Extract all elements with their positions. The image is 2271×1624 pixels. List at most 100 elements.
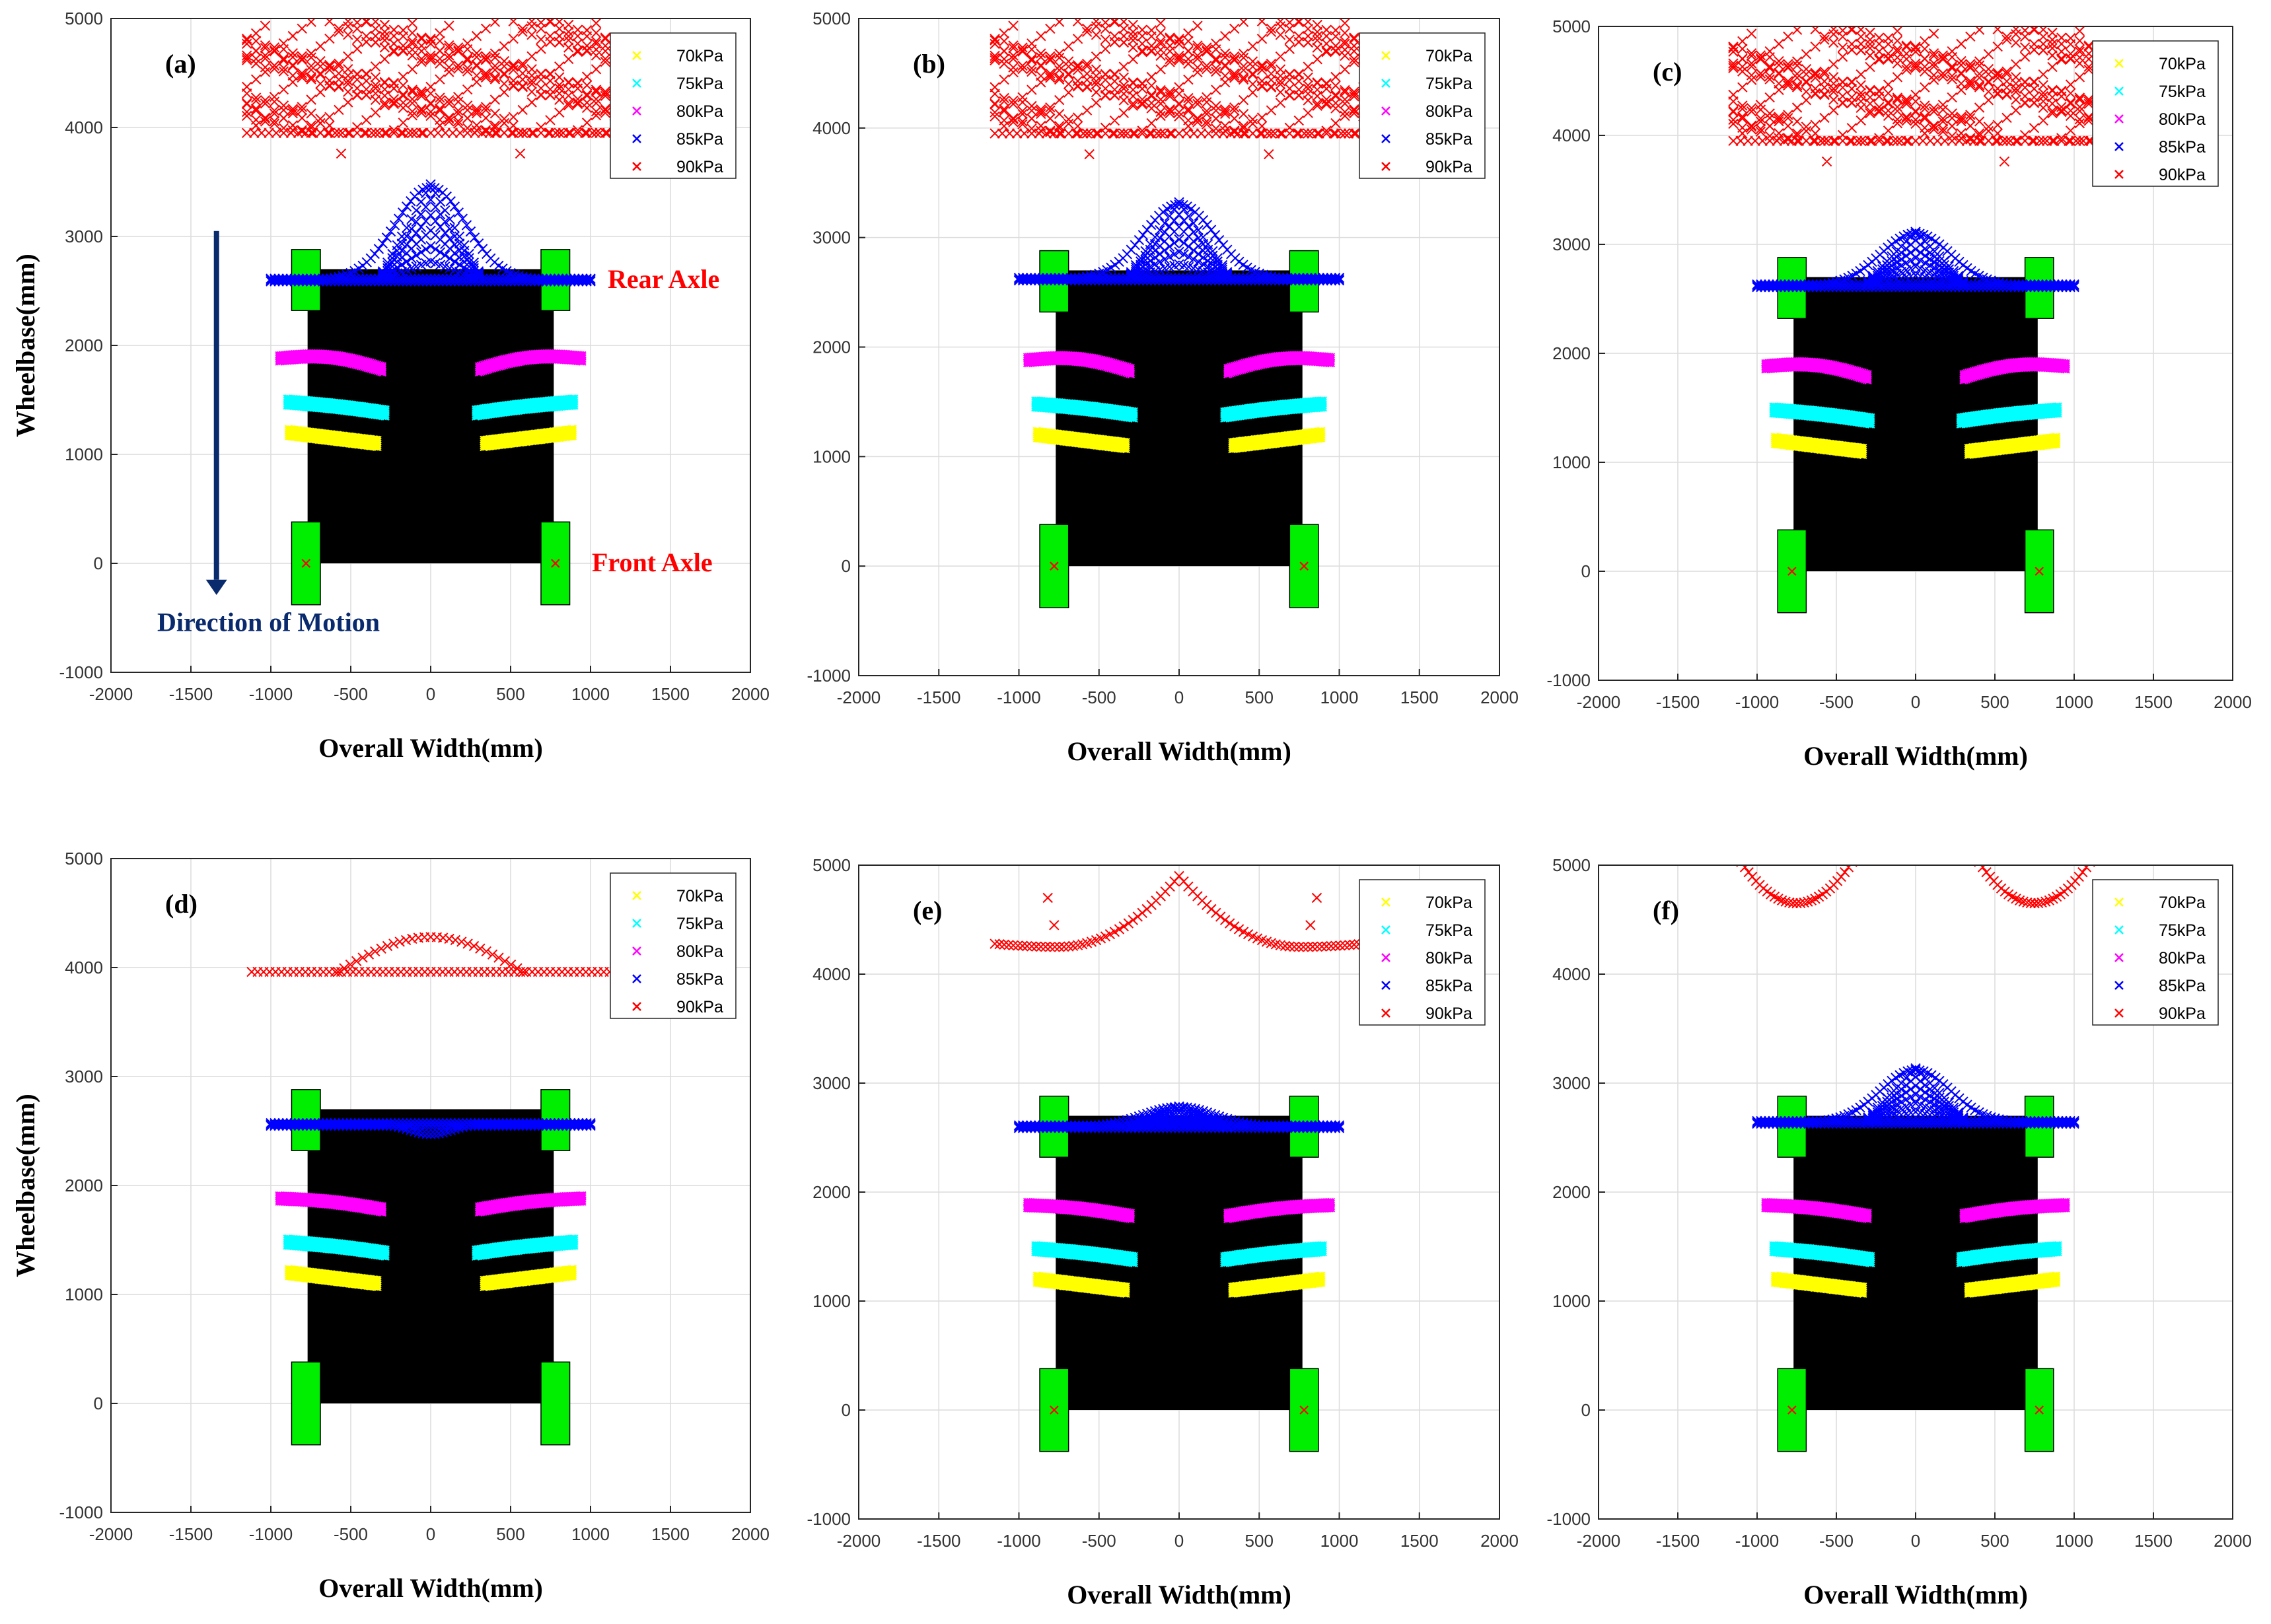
legend-marker: [632, 134, 641, 143]
wheel-center-mark: [2035, 567, 2044, 576]
legend-marker: [2114, 87, 2124, 96]
x-tick-label: -2000: [89, 1524, 133, 1544]
legend-label: 90kPa: [2159, 1005, 2206, 1023]
y-tick-label: 1000: [812, 1291, 851, 1311]
y-tick-label: 3000: [812, 228, 851, 248]
direction-annotation: Direction of Motion: [157, 607, 380, 637]
series-80kpa-left: [275, 349, 387, 377]
legend-label: 85kPa: [676, 130, 723, 149]
legend-marker: [2114, 925, 2124, 935]
x-tick-label: 1500: [2134, 692, 2173, 712]
legend-marker: [1381, 134, 1390, 143]
legend-marker: [1381, 162, 1390, 171]
y-tick-label: 3000: [65, 227, 103, 246]
legend-marker: [632, 919, 641, 928]
series-85kpa: [1752, 227, 2079, 293]
series-75kpa-left: [1031, 396, 1138, 423]
series-70kpa-right: [480, 1265, 577, 1292]
legend-box: [610, 32, 737, 179]
y-tick-label: 5000: [1552, 855, 1591, 875]
y-tick-label: 5000: [65, 9, 103, 28]
legend-label: 85kPa: [1425, 130, 1472, 149]
x-tick-label: -500: [334, 1524, 368, 1544]
x-tick-label: 500: [1245, 688, 1274, 707]
panel-d: -2000 -1500 -1000 -500 0 500 1000 1500 2000 -1000…: [11, 849, 770, 1603]
legend-label: 75kPa: [676, 915, 723, 933]
series-80kpa-right: [1223, 351, 1336, 379]
vehicle-body: [307, 269, 554, 563]
x-tick-label: -1500: [169, 1524, 213, 1544]
front-axle-annotation: Front Axle: [592, 547, 713, 577]
series-75kpa-right: [1956, 1241, 2062, 1267]
legend-label: 85kPa: [1425, 977, 1472, 995]
series-80kpa-right: [474, 1191, 587, 1217]
plot-content: [1728, 26, 2103, 614]
y-tick-label: 1000: [65, 444, 103, 464]
legend-marker: [632, 162, 641, 171]
y-tick-label: 5000: [1552, 17, 1591, 36]
legend-marker: [2114, 898, 2124, 907]
x-tick-label: 2000: [1480, 1531, 1519, 1551]
x-tick-label: -2000: [837, 688, 881, 707]
legend-label: 75kPa: [2159, 921, 2206, 940]
series-80kpa-left: [1761, 357, 1872, 385]
legend-marker: [1381, 106, 1390, 116]
legend-label: 85kPa: [676, 970, 723, 989]
x-tick-label: -1000: [249, 1524, 293, 1544]
vehicle-body: [1056, 270, 1303, 567]
x-tick-label: 2000: [2214, 692, 2252, 712]
x-tick-label: -500: [1082, 1531, 1116, 1551]
series-75kpa-left: [1769, 1241, 1875, 1267]
legend-marker: [1381, 953, 1390, 962]
legend-marker: [1381, 1008, 1390, 1018]
x-tick-label: 0: [1911, 692, 1920, 712]
series-70kpa-left: [1032, 427, 1130, 454]
y-tick-label: 0: [94, 1394, 103, 1413]
x-tick-label: -2000: [837, 1531, 881, 1551]
series-85kpa: [1013, 197, 1345, 286]
x-tick-label: -1000: [1735, 1531, 1780, 1551]
legend-marker: [2114, 170, 2124, 179]
panel-label: (f): [1653, 896, 1679, 925]
front-left-wheel: [291, 1361, 321, 1446]
vehicle-body: [1056, 1115, 1303, 1410]
legend-label: 75kPa: [1425, 921, 1472, 940]
series-80kpa-left: [1023, 351, 1136, 379]
legend-label: 75kPa: [1425, 75, 1472, 93]
legend-label: 70kPa: [676, 47, 723, 65]
legend-label: 80kPa: [2159, 949, 2206, 968]
x-tick-label: 0: [1174, 688, 1184, 707]
legend-marker: [1381, 51, 1390, 60]
wheel-center-mark: [1787, 567, 1797, 576]
x-tick-label: 0: [426, 1524, 435, 1544]
legend-label: 80kPa: [676, 942, 723, 961]
x-tick-label: 2000: [731, 684, 770, 704]
legend-marker: [2114, 953, 2124, 962]
x-tick-label: 1000: [571, 684, 610, 704]
x-tick-label: -1500: [169, 684, 213, 704]
series-70kpa-left: [284, 1265, 382, 1292]
series-75kpa-right: [1956, 402, 2062, 429]
y-tick-label: 4000: [65, 118, 103, 137]
legend-label: 90kPa: [676, 998, 723, 1016]
legend-box: [1359, 879, 1486, 1026]
x-tick-label: 500: [496, 1524, 524, 1544]
plot-content: [246, 932, 615, 1446]
legend-marker: [1381, 898, 1390, 907]
x-tick-label: -1500: [917, 688, 961, 707]
y-tick-label: 4000: [1552, 125, 1591, 145]
series-75kpa-left: [283, 394, 390, 421]
series-90kpa: [241, 18, 620, 159]
wheel-center-mark: [550, 559, 560, 568]
series-80kpa-right: [474, 349, 587, 377]
wheel-center-mark: [1299, 1405, 1309, 1415]
y-tick-label: 2000: [812, 337, 851, 357]
y-tick-label: -1000: [1547, 1509, 1591, 1529]
y-tick-label: 0: [1581, 1400, 1591, 1420]
plot-content: [990, 870, 1369, 1452]
legend: 70kPa 75kPa 80kPa 85kPa 90kPa: [2092, 879, 2219, 1026]
x-tick-label: 2000: [731, 1524, 770, 1544]
legend-box: [2092, 879, 2219, 1026]
wheel-center-mark: [1050, 1405, 1059, 1415]
